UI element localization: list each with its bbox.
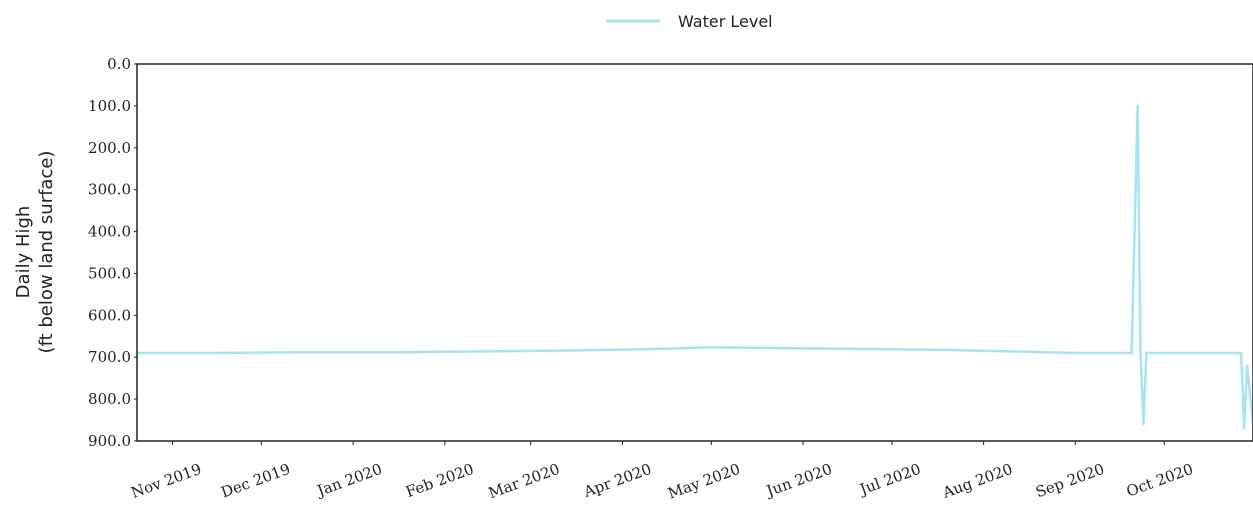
legend-label-water-level: Water Level [678, 12, 773, 31]
y-tick-label: 800.0 [88, 390, 131, 408]
y-tick-label: 900.0 [88, 432, 131, 450]
y-tick-label: 400.0 [88, 223, 131, 241]
x-tick-label: Mar 2020 [486, 460, 562, 502]
x-tick-label: Dec 2019 [219, 460, 293, 502]
y-tick-label: 700.0 [88, 348, 131, 366]
series-line-water-level [137, 104, 1253, 430]
x-tick-label: Apr 2020 [580, 460, 653, 501]
y-tick-label: 100.0 [88, 97, 131, 115]
x-tick-label: Nov 2019 [129, 460, 204, 502]
y-tick-label: 300.0 [88, 181, 131, 199]
y-tick-label: 500.0 [88, 264, 131, 282]
x-tick-label: Jan 2020 [313, 460, 385, 501]
x-tick-label: Aug 2020 [939, 460, 1015, 502]
legend: Water Level [606, 12, 773, 31]
x-axis-ticks: Nov 2019 Dec 2019 Jan 2020 Feb 2020 Mar 2020… [129, 441, 1196, 503]
y-axis-title-line1: Daily High [13, 206, 34, 299]
x-tick-label: Sep 2020 [1033, 460, 1107, 501]
y-tick-label: 0.0 [107, 55, 131, 73]
y-axis-ticks: 0.0 100.0 200.0 300.0 400.0 500.0 600.0 700.0 80… [88, 55, 137, 450]
x-tick-label: Feb 2020 [403, 460, 476, 501]
plot-area-frame [136, 63, 1253, 442]
x-tick-label: May 2020 [665, 460, 742, 503]
series-layer [137, 104, 1253, 430]
x-tick-label: Jul 2020 [856, 460, 924, 499]
x-tick-label: Oct 2020 [1124, 460, 1196, 501]
y-axis-title: Daily High (ft below land surface) [13, 151, 57, 354]
x-tick-label: Jun 2020 [762, 460, 834, 501]
y-tick-label: 200.0 [88, 139, 131, 157]
y-axis-title-line2: (ft below land surface) [36, 151, 57, 354]
y-tick-label: 600.0 [88, 306, 131, 324]
